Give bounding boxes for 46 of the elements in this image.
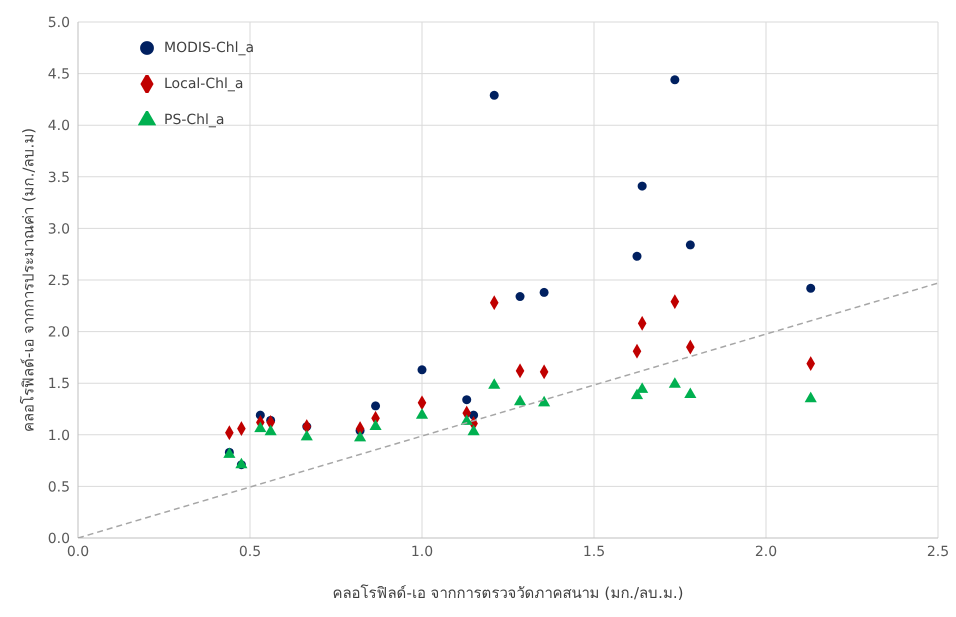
point bbox=[638, 182, 647, 191]
y-tick-label: 0.5 bbox=[48, 479, 70, 496]
point bbox=[804, 392, 817, 402]
point bbox=[369, 420, 382, 430]
y-tick-label: 3.5 bbox=[48, 170, 70, 186]
point bbox=[416, 408, 428, 419]
y-tick-label: 5.0 bbox=[48, 14, 70, 31]
y-tick-label: 2.0 bbox=[48, 324, 70, 341]
point bbox=[668, 377, 681, 388]
point bbox=[636, 382, 648, 393]
point bbox=[254, 422, 266, 432]
point bbox=[300, 430, 313, 440]
point bbox=[806, 284, 816, 293]
y-tick-label: 2.5 bbox=[48, 272, 70, 289]
legend-label: PS-Chl_a bbox=[164, 112, 224, 128]
point bbox=[632, 252, 642, 261]
point bbox=[538, 396, 550, 406]
x-axis-title: คลอโรฟิลด์-เอ จากการตรวจวัดภาคสนาม (มก./ลบ.ม.) bbox=[332, 584, 684, 602]
y-tick-label: 3.0 bbox=[48, 221, 70, 238]
point bbox=[235, 458, 248, 468]
x-tick-label: 0.5 bbox=[238, 544, 262, 560]
legend-label: Local-Chl_a bbox=[164, 76, 244, 92]
point bbox=[540, 288, 549, 297]
x-tick-label: 1.0 bbox=[410, 544, 434, 560]
x-tick-label: 1.5 bbox=[582, 544, 606, 560]
y-tick-label: 4.5 bbox=[48, 66, 70, 83]
point bbox=[490, 90, 499, 100]
point bbox=[468, 424, 480, 436]
point bbox=[462, 395, 472, 404]
point bbox=[371, 401, 380, 410]
x-tick-label: 2.0 bbox=[754, 544, 778, 560]
point bbox=[686, 240, 695, 250]
y-tick-label: 4.0 bbox=[48, 118, 70, 134]
point bbox=[354, 430, 366, 442]
point bbox=[670, 75, 680, 84]
point bbox=[264, 424, 277, 436]
point bbox=[488, 378, 500, 389]
point bbox=[516, 292, 525, 302]
y-tick-label: 1.5 bbox=[48, 376, 70, 392]
y-tick-label: 1.0 bbox=[48, 428, 70, 444]
x-tick-label: 2.5 bbox=[926, 544, 950, 560]
point bbox=[514, 394, 526, 406]
legend-label: MODIS-Chl_a bbox=[164, 40, 254, 56]
point bbox=[684, 388, 696, 398]
y-axis-title: คลอโรฟิลด์-เอ จากการประมาณค่า (มก./ลบ.ม) bbox=[19, 128, 38, 432]
point bbox=[417, 365, 427, 374]
